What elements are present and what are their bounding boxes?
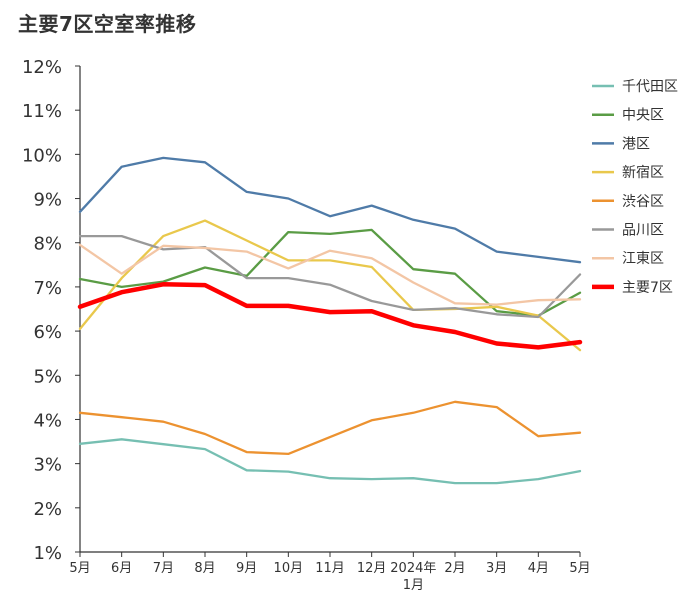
legend-label: 港区 xyxy=(622,136,650,152)
x-tick-label: 2月 xyxy=(444,561,465,576)
y-tick-label: 9% xyxy=(33,190,62,211)
series-line-1 xyxy=(78,438,582,485)
x-tick-label: 1月 xyxy=(403,578,424,593)
legend-label: 新宿区 xyxy=(622,164,664,181)
y-tick-label: 11% xyxy=(22,101,62,122)
x-tick-label: 4月 xyxy=(528,561,549,576)
y-tick-label: 6% xyxy=(33,322,62,343)
chart-title: 主要7区空室率推移 xyxy=(18,12,197,36)
x-axis-ticks: 5月 6月 7月 8月 9月 10月 11月 12月 2024年 1月 2月 3月 4月 5月 xyxy=(69,552,591,593)
legend-label: 品川区 xyxy=(622,223,664,239)
legend-label: 江東区 xyxy=(622,251,664,267)
y-tick-label: 3% xyxy=(33,455,62,476)
series-line-8 xyxy=(77,282,583,350)
legend-label: 渋谷区 xyxy=(622,194,664,210)
series-line-5 xyxy=(78,400,582,456)
x-tick-label: 2024年 xyxy=(390,561,436,576)
series-line-4 xyxy=(78,219,582,352)
x-tick-label: 11月 xyxy=(315,561,345,576)
x-tick-label: 12月 xyxy=(357,561,387,576)
x-tick-label: 7月 xyxy=(153,561,174,576)
legend-label: 千代田区 xyxy=(622,79,678,95)
x-tick-label: 10月 xyxy=(274,561,304,576)
x-tick-label: 3月 xyxy=(486,561,507,576)
y-tick-label: 7% xyxy=(33,278,62,299)
y-tick-label: 4% xyxy=(33,410,62,431)
legend-label: 主要7区 xyxy=(622,280,673,296)
x-tick-label: 8月 xyxy=(194,561,215,576)
x-tick-label: 5月 xyxy=(569,561,590,576)
series-line-2 xyxy=(78,228,582,317)
y-tick-label: 10% xyxy=(22,145,62,166)
x-tick-label: 5月 xyxy=(69,561,90,576)
y-tick-label: 5% xyxy=(33,366,62,387)
series-line-6 xyxy=(78,234,582,319)
series-lines xyxy=(77,156,583,485)
y-tick-label: 8% xyxy=(33,234,62,255)
y-tick-label: 12% xyxy=(22,57,62,78)
x-tick-label: 9月 xyxy=(236,561,257,576)
y-tick-label: 1% xyxy=(33,543,62,564)
y-axis-ticks: 1% 2% 3% 4% 5% 6% 7% 8% 9% 10% 11% 12% xyxy=(22,57,80,564)
series-line-7 xyxy=(78,243,582,306)
y-tick-label: 2% xyxy=(33,499,62,520)
x-tick-label: 6月 xyxy=(111,561,132,576)
series-line-3 xyxy=(78,156,582,264)
legend-label: 中央区 xyxy=(622,108,664,124)
